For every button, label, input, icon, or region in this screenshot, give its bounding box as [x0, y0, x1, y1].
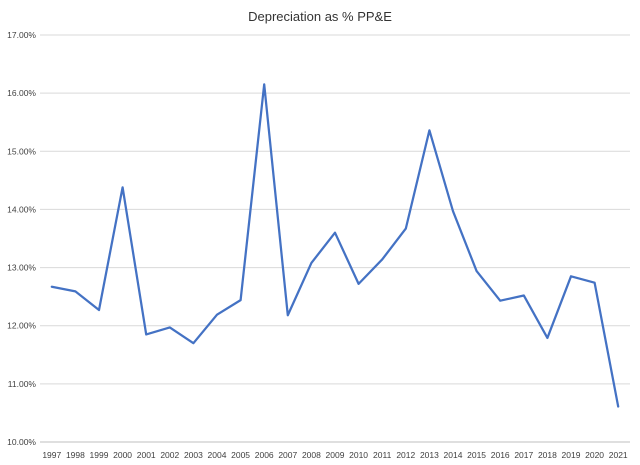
x-tick-label: 2013 [420, 450, 439, 460]
series-line [50, 83, 620, 408]
y-axis-ticks: 10.00% 11.00% 12.00% 13.00% 14.00% 15.00% 16.0… [7, 30, 36, 447]
x-tick-label: 2012 [396, 450, 415, 460]
x-tick-label: 2017 [514, 450, 533, 460]
x-tick-label: 1999 [90, 450, 109, 460]
x-tick-label: 2011 [373, 450, 392, 460]
x-tick-label: 1998 [66, 450, 85, 460]
y-tick-label: 13.00% [7, 263, 36, 273]
x-tick-label: 2020 [585, 450, 604, 460]
x-tick-label: 2006 [255, 450, 274, 460]
x-tick-label: 1997 [42, 450, 61, 460]
gridlines [40, 34, 630, 385]
x-tick-label: 2007 [278, 450, 297, 460]
y-tick-label: 16.00% [7, 88, 36, 98]
y-tick-label: 14.00% [7, 204, 36, 214]
x-tick-label: 2008 [302, 450, 321, 460]
x-tick-label: 2000 [113, 450, 132, 460]
x-tick-label: 2019 [562, 450, 581, 460]
x-tick-label: 2001 [137, 450, 156, 460]
x-tick-label: 2010 [349, 450, 368, 460]
x-tick-label: 2015 [467, 450, 486, 460]
x-tick-label: 2005 [231, 450, 250, 460]
x-tick-label: 2002 [160, 450, 179, 460]
y-tick-label: 11.00% [8, 379, 37, 389]
x-tick-label: 2004 [208, 450, 227, 460]
y-tick-label: 15.00% [7, 146, 36, 156]
x-tick-label: 2014 [444, 450, 463, 460]
y-tick-label: 17.00% [7, 30, 36, 40]
x-tick-label: 2021 [609, 450, 628, 460]
x-tick-label: 2003 [184, 450, 203, 460]
y-tick-label: 10.00% [7, 437, 36, 447]
series-layer [50, 83, 620, 408]
chart-title: Depreciation as % PP&E [248, 9, 392, 24]
x-tick-label: 2016 [491, 450, 510, 460]
x-tick-label: 2018 [538, 450, 557, 460]
y-tick-label: 12.00% [7, 321, 36, 331]
x-axis-ticks: 1997 1998 1999 2000 2001 2002 2003 2004 2005 2006… [42, 450, 628, 460]
x-tick-label: 2009 [326, 450, 345, 460]
